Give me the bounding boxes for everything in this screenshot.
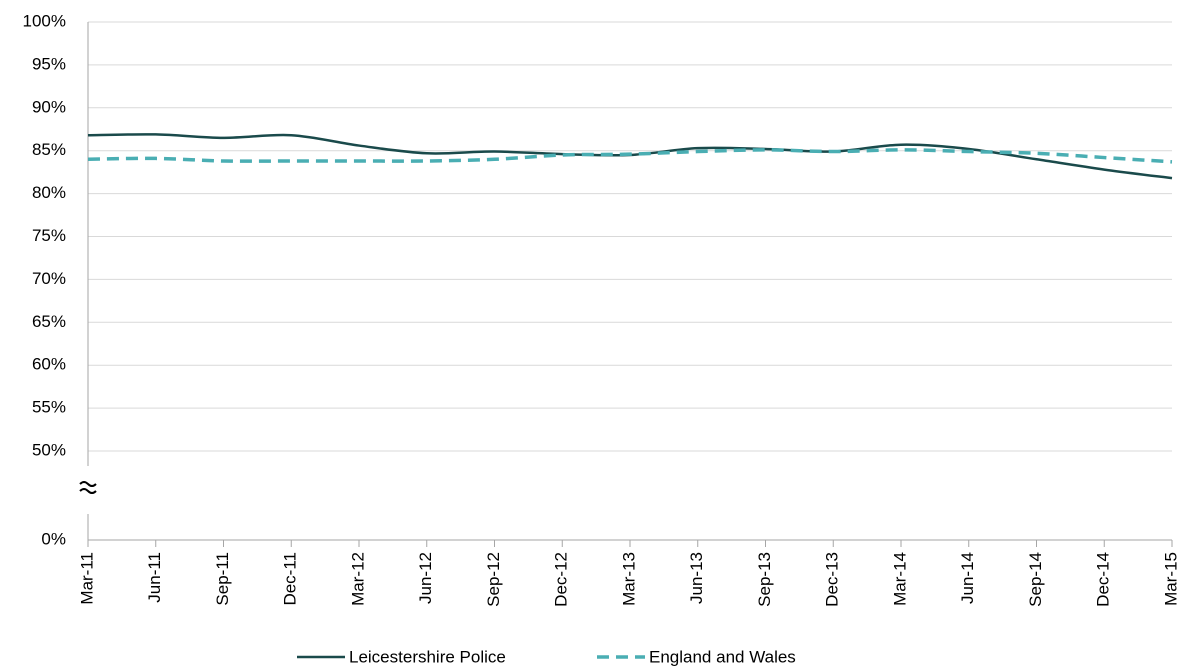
x-tick-label: Mar-11	[77, 552, 96, 605]
x-tick-label: Jun-14	[958, 552, 977, 604]
legend-label: England and Wales	[649, 647, 796, 666]
x-tick-label: Sep-14	[1026, 552, 1045, 607]
x-tick-label: Mar-14	[890, 552, 909, 606]
y-tick-label: 0%	[41, 529, 66, 548]
legend-item: Leicestershire Police	[297, 647, 506, 666]
y-tick-label: 90%	[32, 97, 66, 116]
series-line	[87, 133, 1173, 180]
y-tick-label: 60%	[32, 355, 66, 374]
y-tick-label: 85%	[32, 140, 66, 159]
y-tick-label: 95%	[32, 54, 66, 73]
x-tick-label: Sep-11	[213, 552, 232, 606]
x-tick-label: Dec-14	[1094, 552, 1113, 607]
x-tick-label: Jun-11	[145, 552, 164, 603]
x-tick-label: Sep-13	[755, 552, 774, 607]
x-tick-label: Sep-12	[484, 552, 503, 607]
x-tick-label: Mar-12	[348, 552, 367, 606]
y-tick-label: 80%	[32, 183, 66, 202]
x-tick-label: Mar-15	[1161, 552, 1180, 606]
axis-break	[79, 481, 97, 494]
x-tick-label: Dec-11	[281, 552, 300, 606]
x-tick-label: Jun-13	[687, 552, 706, 604]
y-tick-label: 50%	[32, 440, 66, 459]
y-tick-label: 70%	[32, 269, 66, 288]
x-tick-label: Dec-13	[823, 552, 842, 607]
y-tick-label: 100%	[23, 11, 66, 30]
x-tick-label: Mar-13	[619, 552, 638, 606]
series-line	[87, 148, 1173, 164]
x-tick-label: Dec-12	[552, 552, 571, 607]
y-tick-label: 55%	[32, 398, 66, 417]
y-tick-label: 65%	[32, 312, 66, 331]
legend-label: Leicestershire Police	[349, 647, 506, 666]
y-tick-label: 75%	[32, 226, 66, 245]
legend-item: England and Wales	[597, 647, 796, 666]
x-tick-label: Jun-12	[416, 552, 435, 604]
